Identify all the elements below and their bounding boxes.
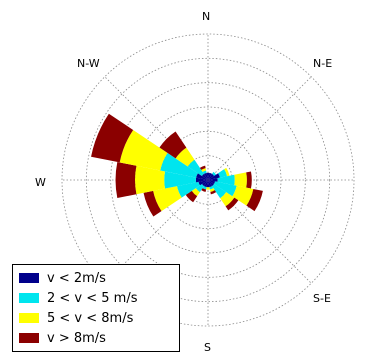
wind-sector-bar: [212, 184, 227, 199]
legend-entry: 2 < v < 5 m/s: [19, 288, 173, 308]
wind-sector-bar: [164, 171, 197, 189]
wind-sector-bar: [209, 186, 214, 190]
wind-sector-bar: [176, 181, 200, 198]
wind-sector-bar: [225, 197, 239, 211]
wind-sector-bar: [195, 177, 208, 183]
grid-ring: [158, 130, 258, 230]
wind-sector-bar: [202, 186, 207, 190]
wind-sector-bar: [208, 180, 216, 185]
grid-ring: [85, 57, 331, 303]
grid-spoke: [207, 76, 312, 181]
wind-sector-bar: [208, 173, 215, 180]
wind-sector-bar: [206, 187, 210, 190]
wind-sector-bar: [119, 129, 168, 171]
wind-sector-bar: [91, 113, 134, 163]
wind-sector-bar: [187, 159, 204, 176]
wind-sector-bar: [208, 173, 220, 180]
wind-sector-bar: [209, 188, 215, 192]
wind-sector-bar: [208, 180, 213, 188]
wind-sector-bar: [203, 180, 208, 188]
wind-sector-bar: [198, 180, 208, 186]
wind-sector-bar: [214, 181, 237, 197]
legend-swatch: [19, 333, 39, 343]
wind-sector-bar: [196, 173, 208, 180]
legend-entry: 5 < v < 8m/s: [19, 308, 173, 328]
wind-sector-bar: [160, 152, 198, 178]
direction-label-n: N: [202, 10, 211, 23]
wind-sector-bar: [218, 169, 228, 178]
wind-sector-bar: [208, 178, 218, 182]
wind-sector-bar: [175, 147, 195, 167]
wind-sector-bar: [115, 161, 137, 199]
wind-sector-bar: [185, 190, 198, 203]
wind-sector-bar: [135, 165, 166, 195]
wind-sector-bar: [208, 172, 213, 180]
legend: v < 2m/s 2 < v < 5 m/s 5 < v < 8m/s v > …: [12, 264, 180, 352]
wind-sector-bar: [246, 171, 252, 189]
wind-sector-bar: [206, 180, 210, 188]
wind-sector-bar: [201, 180, 208, 187]
wind-sector-bar: [202, 170, 207, 174]
wind-sector-bar: [191, 188, 200, 197]
wind-sector-bar: [206, 172, 210, 180]
legend-swatch: [19, 293, 39, 303]
wind-sector-bar: [159, 131, 187, 159]
wind-sector-bar: [199, 165, 206, 170]
wind-sector-bar: [203, 172, 208, 180]
wind-sector-bar: [217, 174, 235, 186]
wind-sector-bar: [232, 185, 254, 206]
direction-label-s: S: [204, 341, 211, 354]
legend-swatch: [19, 273, 39, 283]
wind-sector-bar: [208, 180, 215, 187]
direction-label-se: S-E: [313, 292, 331, 305]
legend-entry: v > 8m/s: [19, 328, 173, 348]
legend-label: 5 < v < 8m/s: [47, 310, 134, 326]
wind-sector-bar: [224, 167, 230, 177]
grid-ring: [61, 33, 355, 327]
wind-sector-bar: [201, 168, 207, 172]
wind-sector-bar: [143, 190, 162, 217]
legend-label: v > 8m/s: [47, 330, 106, 346]
grid-ring: [110, 82, 306, 278]
legend-entry: v < 2m/s: [19, 268, 173, 288]
wind-sector-bar: [246, 189, 263, 212]
direction-label-ne: N-E: [313, 57, 333, 70]
direction-label-nw: N-W: [77, 57, 100, 70]
direction-label-w: W: [35, 176, 46, 189]
legend-label: v < 2m/s: [47, 270, 106, 286]
legend-label: 2 < v < 5 m/s: [47, 290, 138, 306]
legend-swatch: [19, 313, 39, 323]
wind-sector-bar: [201, 173, 208, 180]
wind-sector-bar: [234, 172, 247, 188]
wind-sector-bar: [153, 186, 182, 212]
wind-sector-bar: [210, 190, 217, 195]
wind-sector-bar: [220, 192, 235, 207]
wind-sector-bar: [195, 184, 204, 193]
wind-sector-bar: [212, 171, 217, 176]
wind-sector-bar: [201, 188, 207, 192]
